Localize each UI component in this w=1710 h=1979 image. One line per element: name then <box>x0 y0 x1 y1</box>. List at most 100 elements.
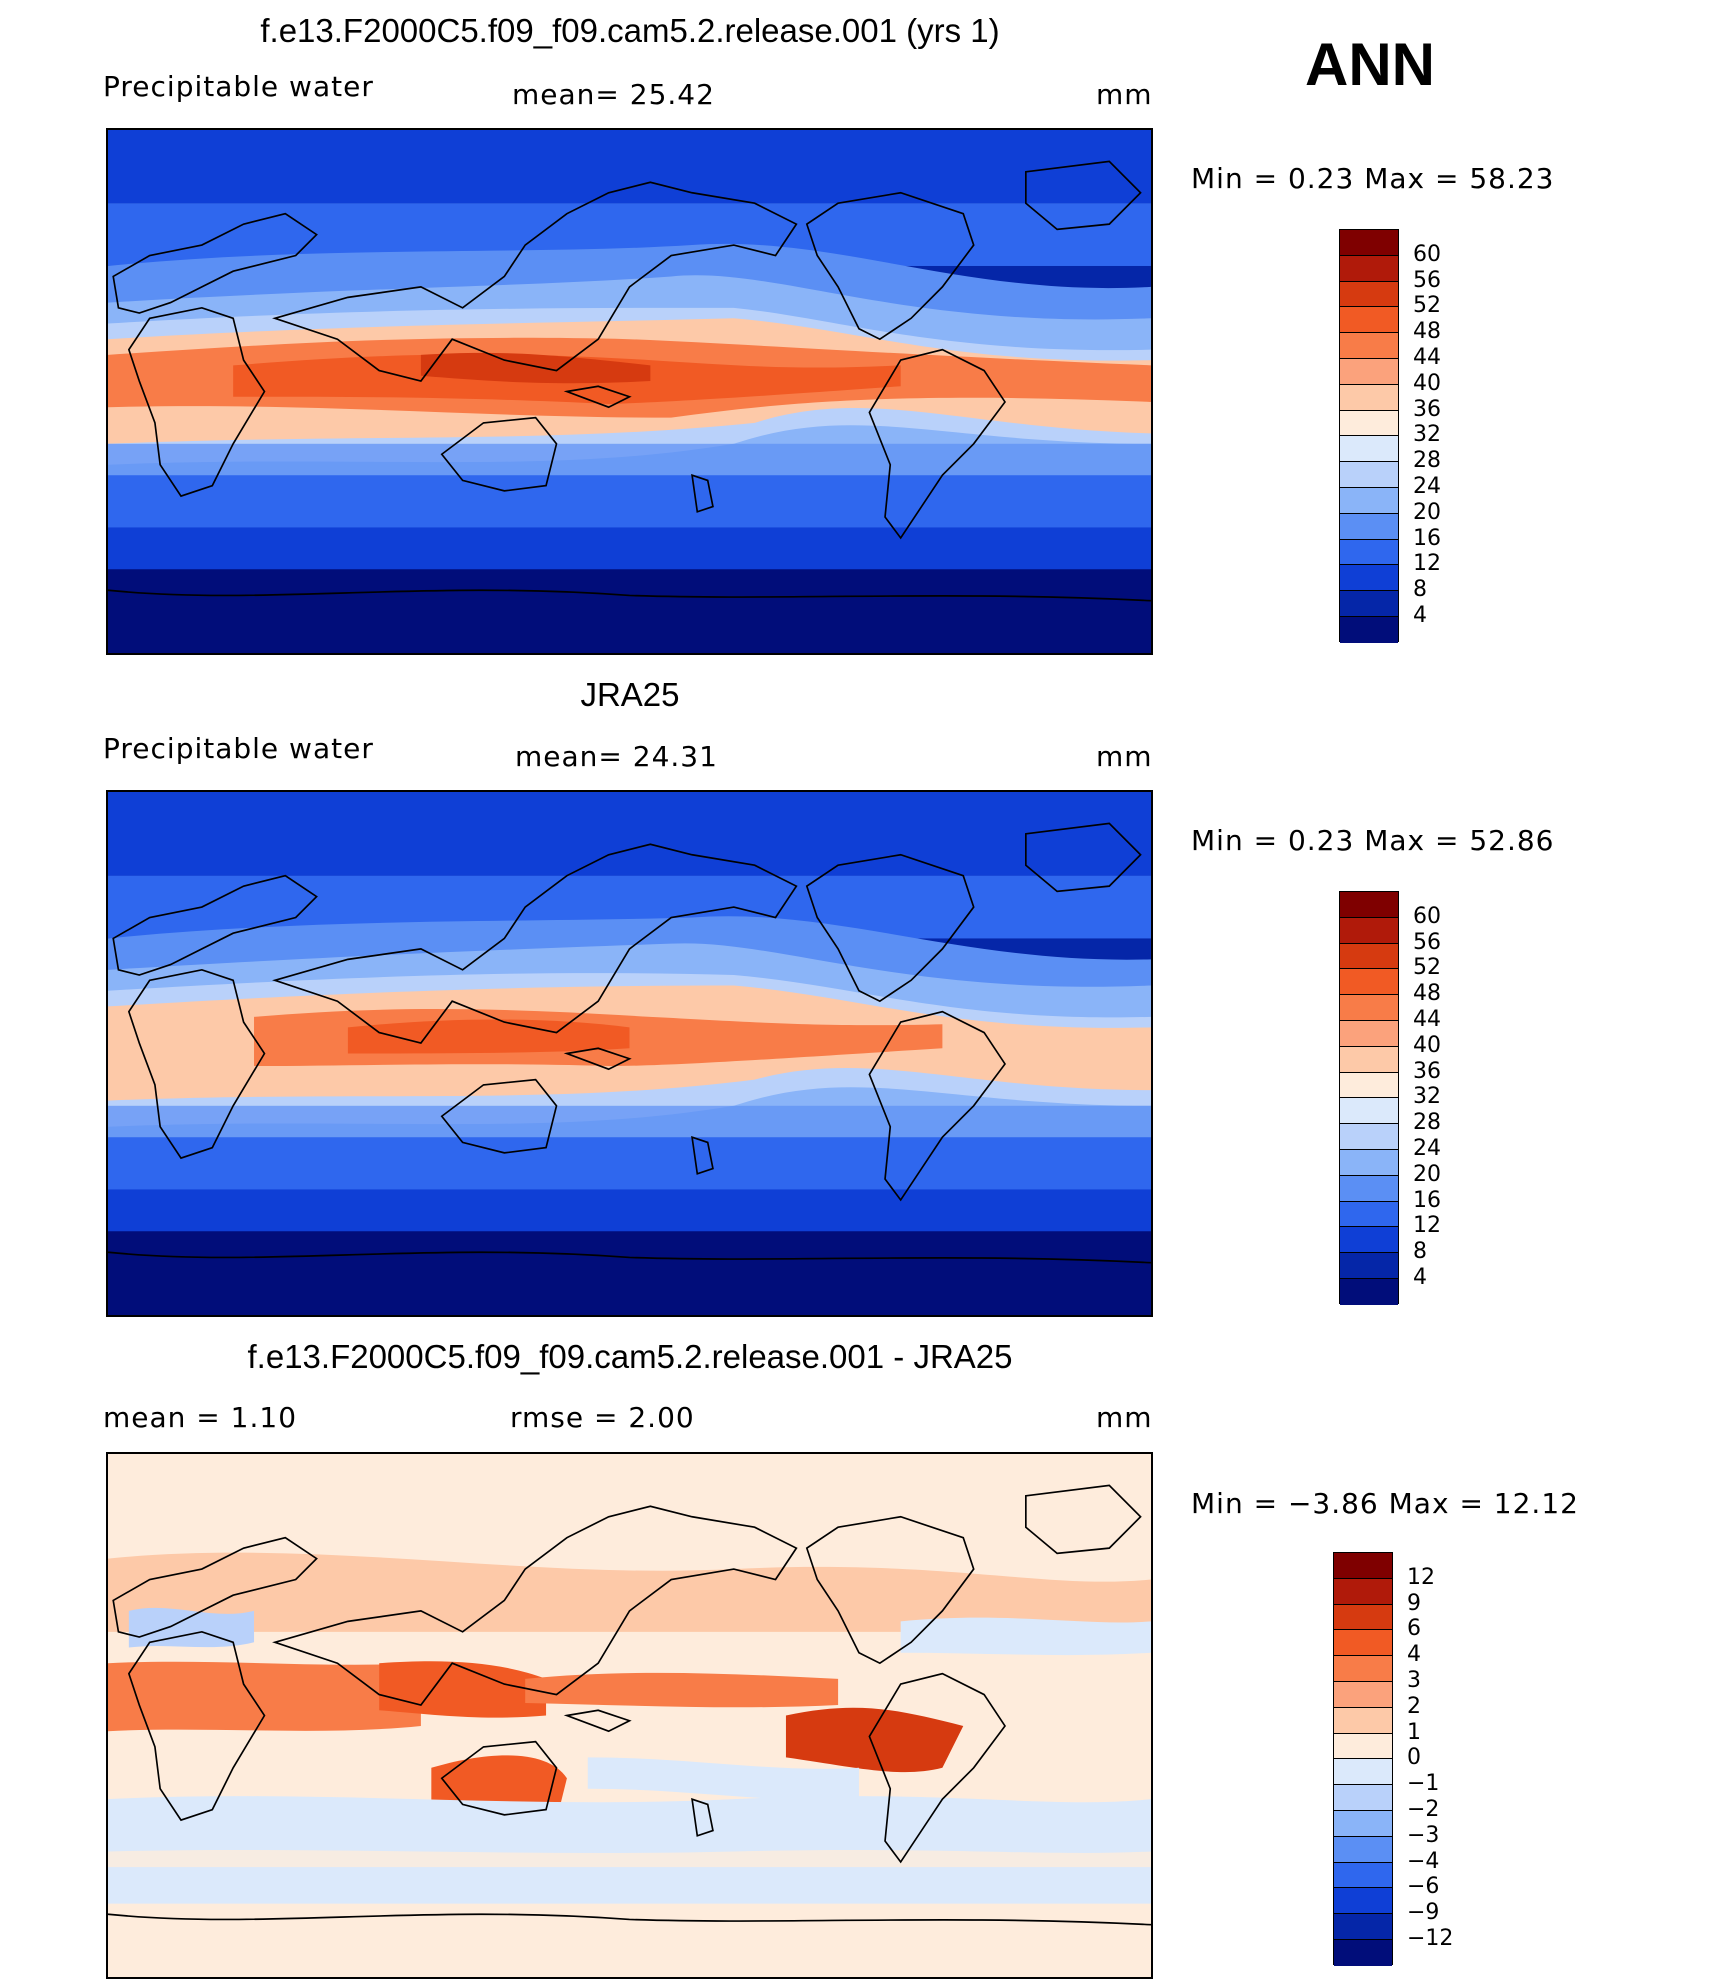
colorbar-segment <box>1334 1914 1392 1940</box>
colorbar-segment <box>1340 917 1398 944</box>
colorbar-segment <box>1334 1759 1392 1786</box>
colorbar-segment <box>1340 1021 1398 1047</box>
colorbar-tick-label: −12 <box>1407 1926 1454 1951</box>
colorbar-tick-label: 44 <box>1413 345 1441 370</box>
colorbar-tick-label: 2 <box>1407 1693 1421 1719</box>
colorbar-box <box>1333 1552 1393 1966</box>
colorbar-tick-label: 8 <box>1413 1239 1427 1265</box>
colorbar-tick-label: 8 <box>1413 577 1427 603</box>
colorbar-tick-label: 1 <box>1407 1719 1421 1745</box>
colorbar-tick-label: 12 <box>1413 551 1441 577</box>
colorbar-tick-label: 36 <box>1413 396 1441 422</box>
colorbar-segment <box>1340 995 1398 1021</box>
colorbar-segment <box>1340 333 1398 359</box>
colorbar-segment <box>1334 1888 1392 1915</box>
colorbar-segment <box>1340 1201 1398 1228</box>
colorbar-tick-label: −4 <box>1407 1848 1440 1874</box>
colorbar-tick-label: 60 <box>1413 241 1441 267</box>
colorbar-segment <box>1340 359 1398 385</box>
colorbar-segment <box>1340 307 1398 334</box>
map-diff <box>106 1452 1153 1979</box>
colorbar-segment <box>1340 1175 1398 1202</box>
colorbar-segment <box>1340 1072 1398 1099</box>
colorbar-segment <box>1340 565 1398 592</box>
colorbar-segment <box>1340 384 1398 411</box>
colorbar-segment <box>1340 436 1398 463</box>
colorbar-tick-label: 32 <box>1413 1084 1441 1110</box>
colorbar-segment <box>1334 1553 1392 1579</box>
colorbar-segment <box>1334 1811 1392 1837</box>
mean-label-model: mean= 25.42 <box>512 78 715 111</box>
colorbar-segment <box>1340 513 1398 540</box>
season-label: ANN <box>1305 31 1435 98</box>
colorbar-segment <box>1340 1150 1398 1176</box>
colorbar-tick-label: 16 <box>1413 1187 1441 1213</box>
minmax-label-diff: Min = −3.86 Max = 12.12 <box>1191 1487 1579 1520</box>
colorbar-segment <box>1340 591 1398 617</box>
colorbar-tick-label: 60 <box>1413 903 1441 929</box>
colorbar-tick-label: 12 <box>1413 1213 1441 1239</box>
colorbar-segment <box>1340 943 1398 970</box>
rmse-label-diff: rmse = 2.00 <box>510 1401 695 1434</box>
colorbar-tick-label: 20 <box>1413 499 1441 525</box>
colorbar-segment <box>1334 1578 1392 1605</box>
panel-title-model: f.e13.F2000C5.f09_f09.cam5.2.release.001… <box>260 12 1000 49</box>
colorbar-segment <box>1340 281 1398 308</box>
colorbar-segment <box>1340 1279 1398 1305</box>
colorbar-tick-label: −6 <box>1407 1874 1440 1900</box>
panel-title-obs: JRA25 <box>580 676 680 713</box>
colorbar-tick-label: 4 <box>1413 603 1427 628</box>
colorbar-segment <box>1340 462 1398 488</box>
colorbar-segment <box>1340 1046 1398 1073</box>
colorbar-tick-label: 24 <box>1413 474 1441 499</box>
minmax-label-model: Min = 0.23 Max = 58.23 <box>1191 162 1555 195</box>
map-model <box>106 128 1153 655</box>
colorbar-tick-label: 56 <box>1413 929 1441 955</box>
colorbar-segment <box>1340 230 1398 256</box>
colorbar-tick-label: 52 <box>1413 293 1441 319</box>
colorbar-tick-label: 56 <box>1413 267 1441 293</box>
colorbar-tick-label: 6 <box>1407 1616 1421 1642</box>
unit-label-obs: mm <box>1096 740 1153 773</box>
colorbar-tick-label: 20 <box>1413 1161 1441 1187</box>
colorbar-segment <box>1340 539 1398 566</box>
colorbar-segment <box>1334 1940 1392 1966</box>
colorbar-segment <box>1334 1630 1392 1657</box>
colorbar-tick-label: 24 <box>1413 1136 1441 1161</box>
colorbar-tick-label: 4 <box>1407 1642 1421 1668</box>
colorbar-segment <box>1340 617 1398 643</box>
colorbar-segment <box>1340 255 1398 282</box>
colorbar-segment <box>1340 1098 1398 1125</box>
colorbar-tick-label: 4 <box>1413 1265 1427 1290</box>
colorbar-tick-label: 48 <box>1413 981 1441 1007</box>
unit-label-diff: mm <box>1096 1401 1153 1434</box>
colorbar-segment <box>1340 1124 1398 1150</box>
variable-label-model: Precipitable water <box>103 70 374 103</box>
panel-title-diff: f.e13.F2000C5.f09_f09.cam5.2.release.001… <box>247 1338 1013 1375</box>
colorbar-tick-label: 48 <box>1413 319 1441 345</box>
colorbar-tick-label: 36 <box>1413 1058 1441 1084</box>
colorbar-tick-label: 12 <box>1407 1564 1435 1590</box>
colorbar-tick-label: 9 <box>1407 1590 1421 1616</box>
colorbar-tick-label: −3 <box>1407 1822 1440 1848</box>
colorbar-segment <box>1334 1604 1392 1631</box>
colorbar-tick-label: 52 <box>1413 955 1441 981</box>
colorbar-tick-label: 28 <box>1413 448 1441 474</box>
colorbar-tick-label: 3 <box>1407 1668 1421 1693</box>
colorbar-segment <box>1334 1862 1392 1889</box>
colorbar-segment <box>1340 969 1398 996</box>
colorbar-segment <box>1334 1707 1392 1734</box>
colorbar-tick-label: 40 <box>1413 1032 1441 1058</box>
colorbar-segment <box>1334 1733 1392 1760</box>
colorbar-tick-label: 44 <box>1413 1007 1441 1032</box>
colorbar-segment <box>1340 410 1398 437</box>
colorbar-segment <box>1334 1836 1392 1863</box>
colorbar-segment <box>1340 1227 1398 1254</box>
unit-label-model: mm <box>1096 78 1153 111</box>
colorbar-tick-label: −9 <box>1407 1900 1440 1926</box>
colorbar-segment <box>1334 1656 1392 1682</box>
map-obs <box>106 790 1153 1317</box>
colorbar-tick-label: 32 <box>1413 422 1441 448</box>
colorbar-segment <box>1334 1682 1392 1708</box>
mean-label-diff: mean = 1.10 <box>103 1401 298 1434</box>
